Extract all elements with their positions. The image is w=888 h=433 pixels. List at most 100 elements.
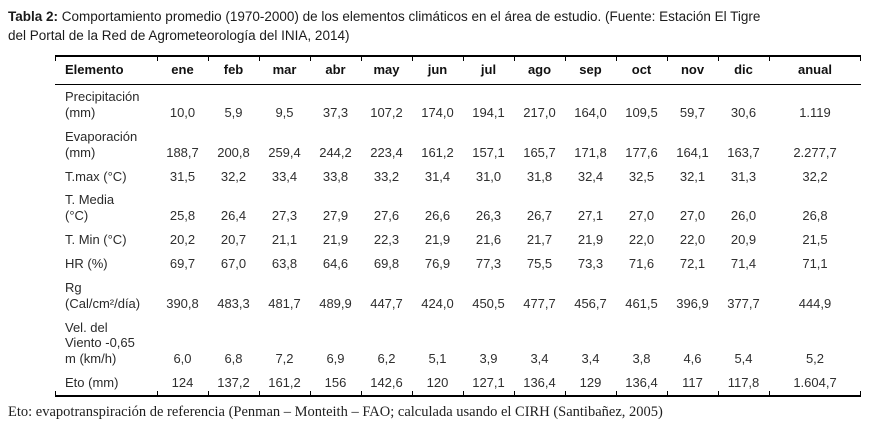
cell-value: 33,8	[322, 168, 349, 184]
cell-value: 447,7	[370, 295, 403, 311]
cell-value: 22,3	[373, 232, 400, 248]
cell-value: 137,2	[208, 371, 259, 397]
cell-value: 477,7	[523, 295, 556, 311]
cell-value: 161,2	[259, 371, 310, 397]
cell-value: 424,0	[421, 295, 454, 311]
cell-value: 20,7	[220, 232, 247, 248]
table-caption-line2: del Portal de la Red de Agrometeorología…	[8, 28, 350, 44]
cell-value: 31,0	[475, 168, 502, 184]
cell-value: 1.604,7	[769, 371, 861, 396]
cell-value: 31,4	[424, 168, 451, 184]
cell-value: 3,9	[479, 351, 498, 367]
cell-value: 21,7	[526, 232, 553, 248]
cell-value: 3,8	[632, 351, 651, 367]
cell-value: 489,9	[319, 295, 352, 311]
cell-value: 120	[412, 371, 463, 397]
table-row: T. Media (°C) 25,8 26,4 27,3 27,9 27,6 26,6 26,3…	[55, 188, 861, 228]
cell-value: 71,6	[628, 256, 655, 272]
cell-value: 30,6	[730, 105, 757, 121]
cell-value: 77,3	[475, 256, 502, 272]
cell-value: 194,1	[472, 105, 505, 121]
table-caption-label: Tabla 2:	[8, 9, 59, 24]
column-header-mar: mar	[259, 56, 310, 86]
column-header-elemento: Elemento	[55, 56, 157, 86]
cell-value: 33,4	[271, 168, 298, 184]
cell-value: 157,1	[472, 144, 505, 160]
cell-value: 22,0	[628, 232, 655, 248]
cell-value: 223,4	[370, 144, 403, 160]
cell-value: 73,3	[577, 256, 604, 272]
cell-value: 483,3	[217, 295, 250, 311]
cell-value: 71,4	[730, 256, 757, 272]
row-label: T.max (°C)	[65, 168, 127, 184]
cell-value: 27,6	[373, 208, 400, 224]
cell-value: 164,1	[676, 144, 709, 160]
row-label: Vel. del Viento -0,65 m (km/h)	[65, 319, 135, 367]
table-caption: Tabla 2: Comportamiento promedio (1970-2…	[0, 0, 884, 45]
cell-value: 481,7	[268, 295, 301, 311]
cell-value: 26,6	[424, 208, 451, 224]
column-header-feb: feb	[208, 56, 259, 86]
cell-value: 163,7	[727, 144, 760, 160]
cell-value: 31,5	[169, 168, 196, 184]
cell-value: 32,1	[679, 168, 706, 184]
row-label: T. Min (°C)	[65, 232, 127, 248]
cell-value: 444,9	[798, 295, 832, 311]
table-footnote: Eto: evapotranspiración de referencia (P…	[8, 404, 663, 421]
cell-value: 396,9	[676, 295, 709, 311]
table-row: Rg (Cal/cm²/día) 390,8 483,3 481,7 489,9 447,7…	[55, 276, 861, 316]
cell-value: 71,1	[802, 256, 828, 272]
cell-value: 456,7	[574, 295, 607, 311]
cell-value: 164,0	[574, 105, 607, 121]
cell-value: 165,7	[523, 144, 556, 160]
cell-value: 31,8	[526, 168, 553, 184]
cell-value: 26,0	[730, 208, 757, 224]
cell-value: 390,8	[166, 295, 199, 311]
cell-value: 5,2	[805, 351, 825, 367]
cell-value: 5,9	[224, 105, 243, 121]
cell-value: 67,0	[220, 256, 247, 272]
cell-value: 27,0	[628, 208, 655, 224]
cell-value: 4,6	[683, 351, 702, 367]
cell-value: 32,5	[628, 168, 655, 184]
column-header-jun: jun	[412, 56, 463, 86]
cell-value: 188,7	[166, 144, 199, 160]
cell-value: 26,4	[220, 208, 247, 224]
column-header-may: may	[361, 56, 412, 86]
cell-value: 3,4	[581, 351, 600, 367]
cell-value: 377,7	[727, 295, 760, 311]
cell-value: 21,9	[424, 232, 451, 248]
cell-value: 26,3	[475, 208, 502, 224]
cell-value: 6,9	[326, 351, 345, 367]
table-row: T. Min (°C) 20,2 20,7 21,1 21,9 22,3 21,9 21,6 2…	[55, 228, 861, 252]
table-header-row: Elemento ene feb mar abr may jun jul ago sep oct no…	[55, 56, 861, 86]
cell-value: 31,3	[730, 168, 757, 184]
cell-value: 20,9	[730, 232, 757, 248]
row-label: Precipitación (mm)	[65, 89, 140, 121]
table-row: Evaporación (mm) 188,7 200,8 259,4 244,2 223,4…	[55, 125, 861, 165]
cell-value: 7,2	[275, 351, 294, 367]
cell-value: 107,2	[370, 105, 403, 121]
cell-value: 217,0	[523, 105, 556, 121]
cell-value: 64,6	[322, 256, 349, 272]
cell-value: 174,0	[421, 105, 454, 121]
cell-value: 72,1	[679, 256, 706, 272]
table-container: Elemento ene feb mar abr may jun jul ago sep oct no…	[55, 55, 888, 398]
table-row: HR (%) 69,7 67,0 63,8 64,6 69,8 76,9 77,3 75,5 73…	[55, 252, 861, 276]
cell-value: 25,8	[169, 208, 196, 224]
cell-value: 200,8	[217, 144, 250, 160]
cell-value: 76,9	[424, 256, 451, 272]
cell-value: 136,4	[514, 371, 565, 397]
cell-value: 5,4	[734, 351, 753, 367]
cell-value: 21,5	[802, 232, 828, 248]
column-header-oct: oct	[616, 56, 667, 86]
table-body: Precipitación (mm) 10,0 5,9 9,5 37,3 107,2 174,…	[55, 85, 861, 397]
cell-value: 20,2	[169, 232, 196, 248]
table-row: Precipitación (mm) 10,0 5,9 9,5 37,3 107,2 174,…	[55, 85, 861, 125]
cell-value: 59,7	[679, 105, 706, 121]
cell-value: 22,0	[679, 232, 706, 248]
cell-value: 27,3	[271, 208, 298, 224]
climate-table: Elemento ene feb mar abr may jun jul ago sep oct no…	[55, 55, 861, 398]
cell-value: 117	[667, 371, 718, 397]
row-label: T. Media (°C)	[65, 192, 115, 224]
